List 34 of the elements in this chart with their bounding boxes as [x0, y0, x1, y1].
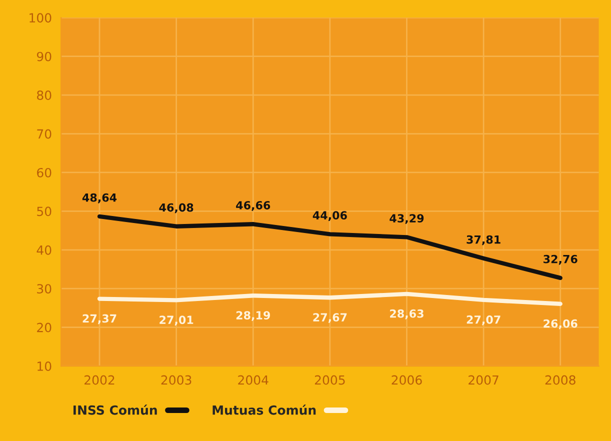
y-tick-label: 10: [38, 362, 52, 371]
x-tick-label: 2008: [545, 375, 576, 385]
legend-label: Mutuas Común: [212, 404, 316, 415]
line-series: [97, 292, 562, 306]
data-label: 43,29: [390, 214, 424, 224]
legend-label: INSS Común: [74, 404, 157, 415]
y-tick-label: 70: [37, 129, 52, 139]
data-label: 28,19: [236, 311, 270, 321]
y-tick-label: 50: [37, 206, 52, 216]
x-tick-label: 2004: [238, 375, 268, 385]
data-label: 46,66: [236, 201, 270, 211]
y-tick-label: 40: [36, 245, 52, 255]
data-label: 37,81: [466, 235, 500, 246]
data-label: 28,63: [390, 309, 424, 320]
data-label: 27,67: [313, 313, 347, 323]
y-tick-label: 80: [37, 90, 52, 100]
x-tick-label: 2002: [84, 375, 114, 385]
data-label: 48,64: [82, 193, 117, 204]
data-label: 27,01: [160, 316, 194, 326]
data-label: 27,07: [466, 315, 500, 326]
x-tick-label: 2005: [314, 375, 345, 385]
y-tick-label: 100: [30, 13, 52, 23]
data-label: 46,08: [159, 203, 194, 214]
data-label: 26,06: [544, 319, 578, 330]
y-tick-label: 30: [37, 284, 52, 294]
y-tick-label: 90: [36, 52, 52, 62]
x-tick-label: 2007: [468, 375, 498, 385]
data-label: 32,76: [544, 254, 578, 265]
y-tick-label: 60: [37, 168, 52, 178]
y-tick-label: 20: [37, 322, 52, 332]
x-tick-label: 2003: [161, 375, 192, 385]
data-label: 44,06: [312, 211, 347, 221]
x-tick-label: 2006: [392, 375, 422, 385]
data-label: 27,37: [82, 314, 116, 324]
